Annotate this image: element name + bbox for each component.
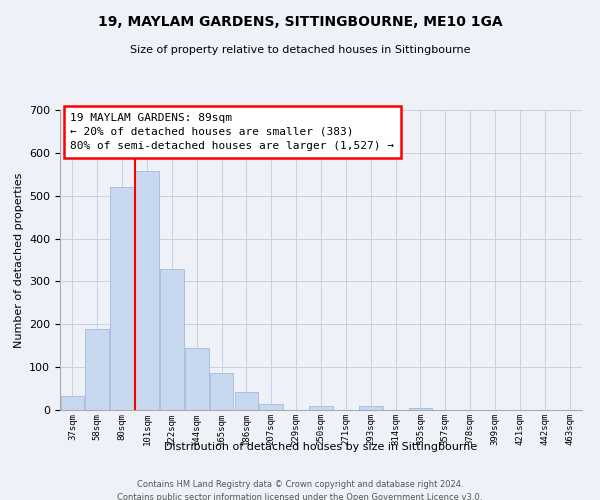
Text: 19 MAYLAM GARDENS: 89sqm
← 20% of detached houses are smaller (383)
80% of semi-: 19 MAYLAM GARDENS: 89sqm ← 20% of detach…: [70, 113, 394, 151]
Bar: [235, 392, 258, 410]
Bar: [61, 396, 84, 410]
Text: Contains HM Land Registry data © Crown copyright and database right 2024.: Contains HM Land Registry data © Crown c…: [137, 480, 463, 489]
Text: Contains public sector information licensed under the Open Government Licence v3: Contains public sector information licen…: [118, 492, 482, 500]
Bar: [210, 372, 233, 410]
Bar: [135, 172, 159, 410]
Bar: [185, 348, 209, 410]
Bar: [309, 406, 333, 410]
Y-axis label: Number of detached properties: Number of detached properties: [14, 172, 23, 348]
Text: Size of property relative to detached houses in Sittingbourne: Size of property relative to detached ho…: [130, 45, 470, 55]
Bar: [85, 328, 109, 410]
Bar: [160, 268, 184, 410]
Bar: [259, 404, 283, 410]
Bar: [359, 406, 383, 410]
Bar: [409, 408, 432, 410]
Bar: [110, 187, 134, 410]
Text: Distribution of detached houses by size in Sittingbourne: Distribution of detached houses by size …: [164, 442, 478, 452]
Text: 19, MAYLAM GARDENS, SITTINGBOURNE, ME10 1GA: 19, MAYLAM GARDENS, SITTINGBOURNE, ME10 …: [98, 15, 502, 29]
